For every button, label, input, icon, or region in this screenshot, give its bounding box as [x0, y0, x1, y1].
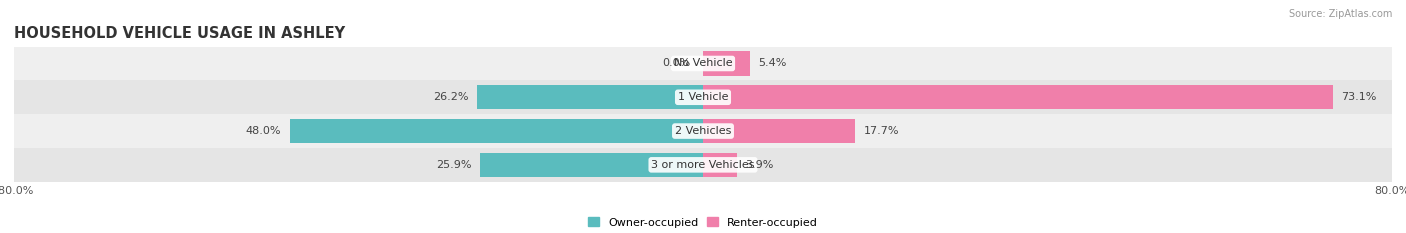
- Bar: [703, 119, 855, 143]
- Bar: [703, 85, 1333, 110]
- Text: 17.7%: 17.7%: [865, 126, 900, 136]
- Text: No Vehicle: No Vehicle: [673, 58, 733, 69]
- Bar: [703, 51, 749, 76]
- Bar: [14, 114, 1392, 148]
- Text: 0.0%: 0.0%: [662, 58, 690, 69]
- Text: 1 Vehicle: 1 Vehicle: [678, 92, 728, 102]
- Text: 3 or more Vehicles: 3 or more Vehicles: [651, 160, 755, 170]
- Bar: [14, 80, 1392, 114]
- Text: 5.4%: 5.4%: [758, 58, 786, 69]
- Text: Source: ZipAtlas.com: Source: ZipAtlas.com: [1288, 9, 1392, 19]
- Text: 25.9%: 25.9%: [436, 160, 471, 170]
- Text: 3.9%: 3.9%: [745, 160, 773, 170]
- Text: HOUSEHOLD VEHICLE USAGE IN ASHLEY: HOUSEHOLD VEHICLE USAGE IN ASHLEY: [14, 26, 346, 41]
- Text: 48.0%: 48.0%: [246, 126, 281, 136]
- Text: 26.2%: 26.2%: [433, 92, 468, 102]
- Bar: [478, 85, 703, 110]
- Legend: Owner-occupied, Renter-occupied: Owner-occupied, Renter-occupied: [588, 217, 818, 228]
- Bar: [14, 47, 1392, 80]
- Bar: [14, 148, 1392, 182]
- Bar: [479, 153, 703, 177]
- Text: 73.1%: 73.1%: [1341, 92, 1376, 102]
- Bar: [290, 119, 703, 143]
- Bar: [703, 153, 737, 177]
- Text: 2 Vehicles: 2 Vehicles: [675, 126, 731, 136]
